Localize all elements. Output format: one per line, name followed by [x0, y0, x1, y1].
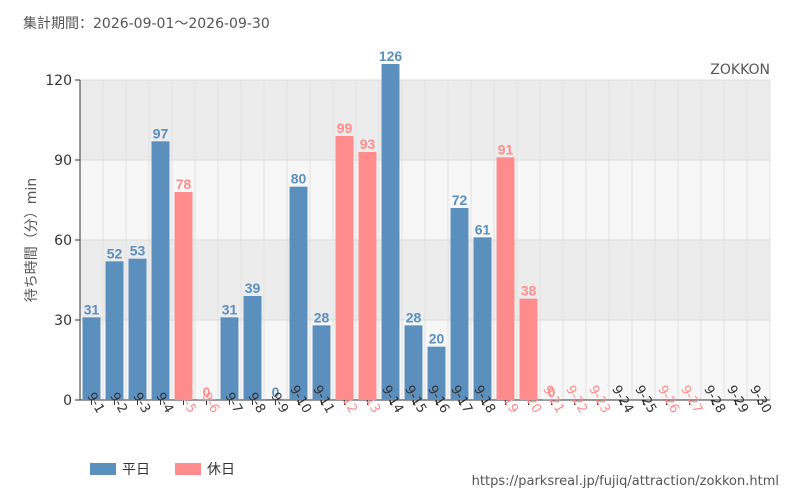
y-tick-label: 90: [54, 153, 72, 169]
y-tick-label: 0: [63, 393, 72, 409]
bar: [381, 64, 400, 400]
legend-weekday[interactable]: 平日: [90, 459, 150, 479]
bar: [128, 258, 147, 400]
y-axis-title: 待ち時間（分）min: [24, 178, 40, 302]
legend-weekday-swatch: [90, 463, 116, 475]
bar-value-label: 97: [153, 125, 169, 141]
bar: [220, 317, 239, 400]
bar: [335, 136, 354, 400]
legend-weekday-label: 平日: [122, 462, 150, 478]
bar: [266, 399, 285, 400]
bar: [289, 186, 308, 400]
bar: [312, 325, 331, 400]
bar: [197, 399, 216, 400]
bar: [243, 296, 262, 400]
bar-value-label: 93: [360, 136, 376, 152]
bar-value-label: 0: [548, 384, 556, 400]
bar: [473, 237, 492, 400]
bar-value-label: 0: [203, 384, 211, 400]
bar: [450, 208, 469, 400]
bar: [519, 298, 538, 400]
bar-value-label: 28: [314, 309, 330, 325]
bar-value-label: 80: [291, 171, 307, 187]
bar-value-label: 38: [521, 283, 537, 299]
bar-value-label: 61: [475, 221, 491, 237]
bar-value-label: 0: [272, 384, 280, 400]
bar: [427, 346, 446, 400]
bar-value-label: 91: [498, 141, 514, 157]
bar: [358, 152, 377, 400]
bar: [404, 325, 423, 400]
bar: [105, 261, 124, 400]
bar-value-label: 20: [429, 331, 445, 347]
bar: [151, 141, 170, 401]
bar: [174, 192, 193, 400]
y-tick-label: 60: [54, 233, 72, 249]
bar: [542, 399, 561, 400]
legend-holiday[interactable]: 休日: [175, 459, 235, 479]
bar: [496, 157, 515, 400]
source-url[interactable]: https://parksreal.jp/fujiq/attraction/zo…: [471, 474, 779, 489]
bar-value-label: 31: [222, 301, 238, 317]
bar-value-label: 39: [245, 280, 261, 296]
legend-holiday-swatch: [175, 463, 201, 475]
bar-value-label: 126: [379, 48, 403, 64]
bar-value-label: 99: [337, 120, 353, 136]
y-tick-label: 120: [45, 73, 72, 89]
bar-value-label: 53: [130, 243, 146, 259]
bar-value-label: 52: [107, 245, 123, 261]
bar-value-label: 72: [452, 192, 468, 208]
bar: [82, 317, 101, 400]
collection-period: 集計期間：2026-09-01～2026-09-30: [23, 16, 270, 32]
attraction-name: ZOKKON: [710, 62, 770, 78]
y-tick-label: 30: [54, 313, 72, 329]
bar-value-label: 28: [406, 309, 422, 325]
legend-holiday-label: 休日: [207, 462, 235, 478]
bar-value-label: 31: [84, 301, 100, 317]
bar-value-label: 78: [176, 176, 192, 192]
